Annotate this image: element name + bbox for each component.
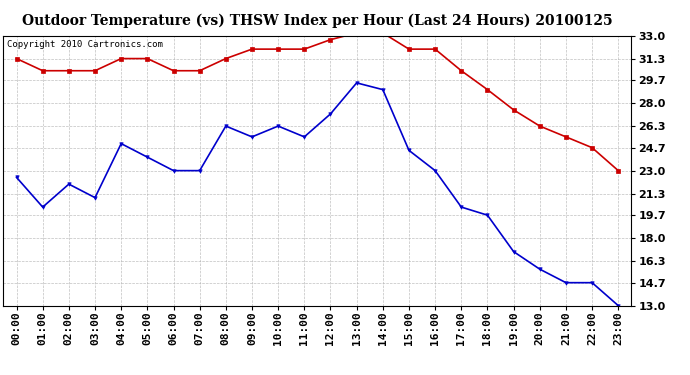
Text: Copyright 2010 Cartronics.com: Copyright 2010 Cartronics.com	[7, 40, 162, 49]
Text: Outdoor Temperature (vs) THSW Index per Hour (Last 24 Hours) 20100125: Outdoor Temperature (vs) THSW Index per …	[22, 13, 613, 27]
